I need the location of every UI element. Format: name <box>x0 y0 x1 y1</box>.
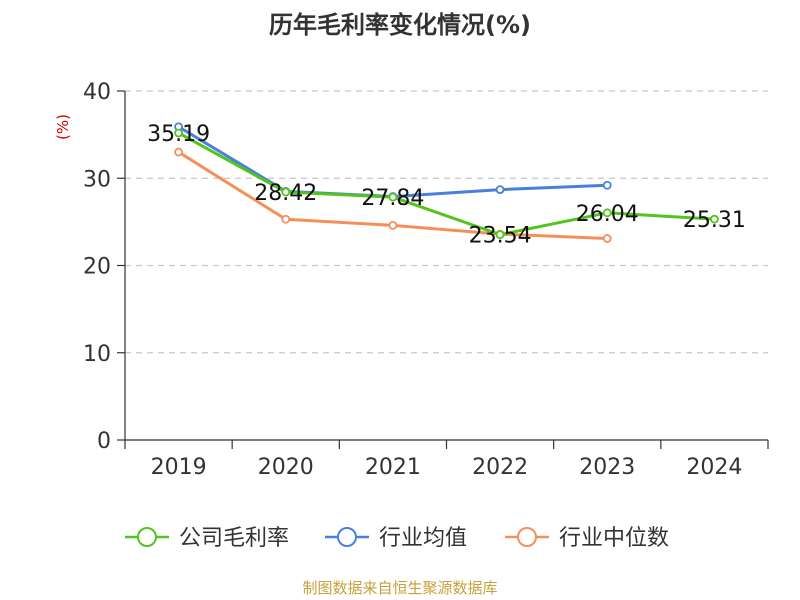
legend-marker-2 <box>517 527 537 547</box>
y-tick-label-40: 40 <box>83 80 111 105</box>
x-tick-label-2022: 2022 <box>472 455 528 480</box>
axes: 0 10 20 30 40 2019 2020 2021 2022 2023 2024 <box>83 80 769 480</box>
series-0-point-2021 <box>388 192 398 202</box>
series-0-point-2023 <box>602 208 612 218</box>
y-axis-unit: (%) <box>54 114 72 140</box>
data-label-2021: 27.84 <box>361 186 424 211</box>
series-0-point-2024 <box>710 214 719 224</box>
series-0-point-2019 <box>174 128 183 138</box>
x-tick-label-2023: 2023 <box>579 455 635 480</box>
legend-label-2: 行业中位数 <box>559 526 669 551</box>
series-1-point-2022 <box>495 185 505 194</box>
x-tick-label-2021: 2021 <box>365 455 421 480</box>
legend-marker-1 <box>337 527 357 547</box>
legend-marker-0 <box>137 527 157 547</box>
series-1-point-2023 <box>602 180 612 190</box>
series-2-point-2020 <box>281 214 291 224</box>
series-layer <box>174 122 719 243</box>
data-label-2024: 25.31 <box>683 208 746 233</box>
chart-title: 历年毛利率变化情况(%) <box>269 11 531 39</box>
series-0-point-2022 <box>495 230 505 240</box>
x-tick-label-2019: 2019 <box>151 455 207 480</box>
y-tick-label-20: 20 <box>83 255 111 280</box>
legend-label-1: 行业均值 <box>379 526 467 551</box>
data-source-note: 制图数据来自恒生聚源数据库 <box>302 579 497 597</box>
data-label-2022: 23.54 <box>469 224 532 249</box>
x-tick-label-2024: 2024 <box>686 455 742 480</box>
y-tick-label-10: 10 <box>83 342 111 367</box>
legend-label-0: 公司毛利率 <box>179 526 289 551</box>
series-2-point-2019 <box>174 147 183 157</box>
data-label-2019: 35.19 <box>147 122 210 147</box>
y-tick-label-30: 30 <box>83 167 111 192</box>
grid-lines <box>125 90 768 354</box>
series-2-point-2023 <box>602 234 612 243</box>
y-tick-label-0: 0 <box>97 429 111 454</box>
series-0-point-2020 <box>281 187 291 197</box>
x-tick-label-2020: 2020 <box>258 455 314 480</box>
series-line-0 <box>177 131 715 237</box>
series-2-point-2021 <box>388 220 398 230</box>
data-label-2023: 26.04 <box>576 202 639 227</box>
data-label-2020: 28.42 <box>254 181 317 206</box>
legend: 公司毛利率 行业均值 行业中位数 <box>125 526 669 551</box>
data-label-layer: 35.19 28.42 27.84 23.54 26.04 25.31 <box>147 122 746 249</box>
